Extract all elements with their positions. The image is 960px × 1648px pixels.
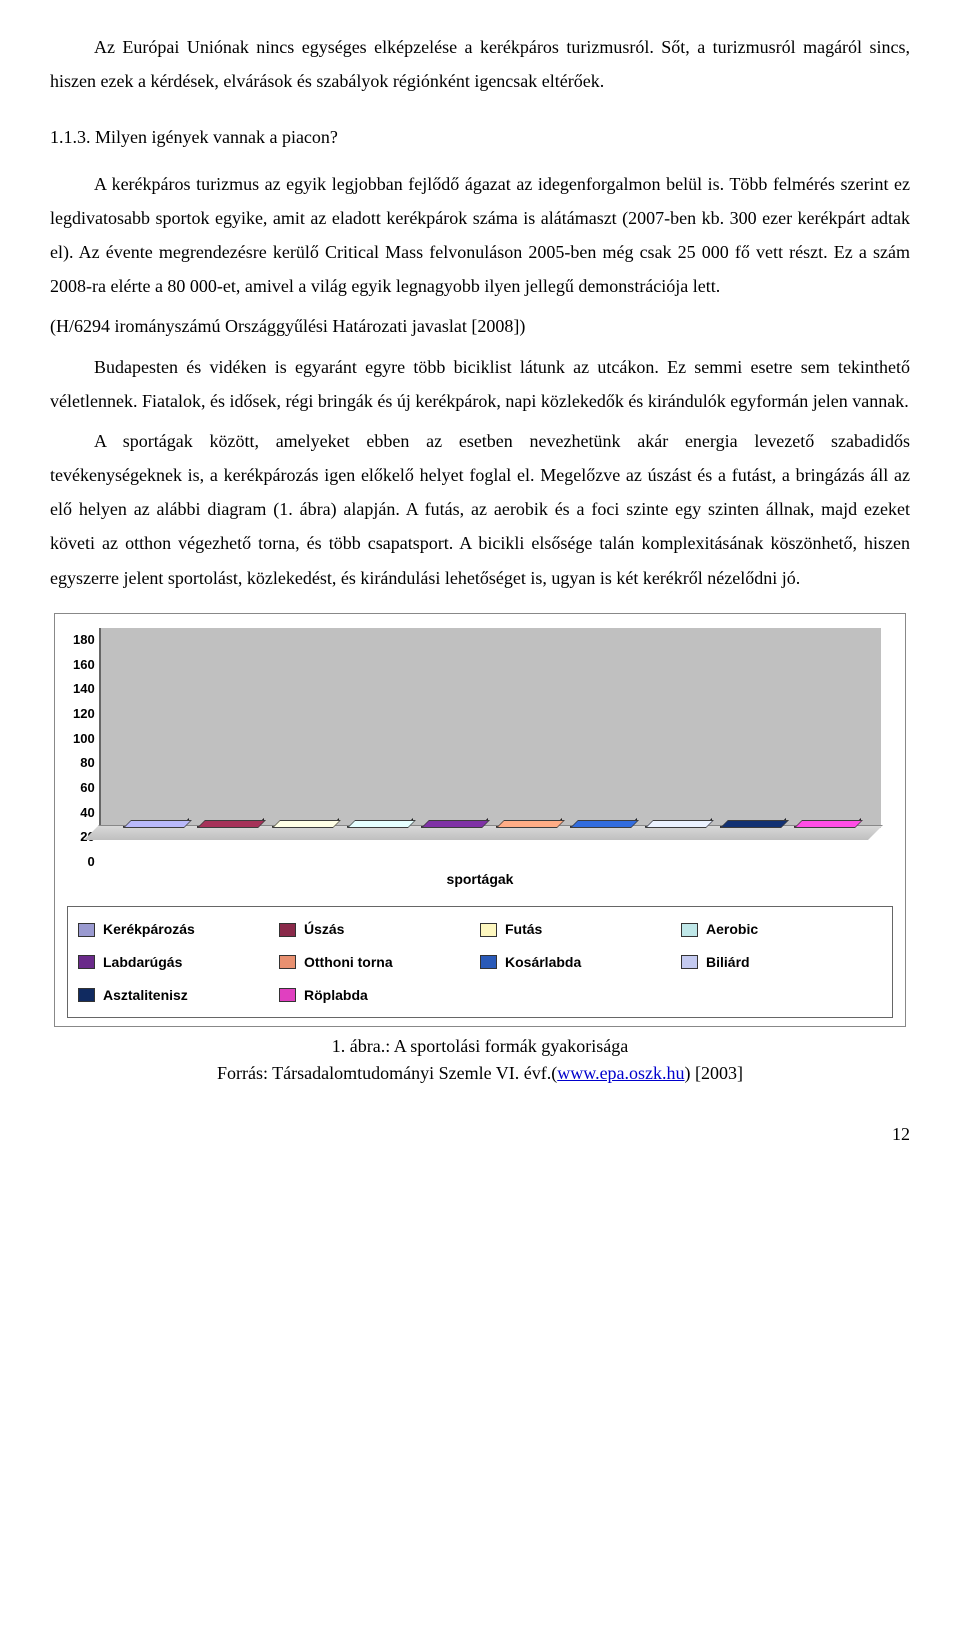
y-tick: 0 [87, 850, 94, 875]
section-heading: 1.1.3. Milyen igények vannak a piacon? [50, 120, 910, 154]
paragraph-5: A sportágak között, amelyeket ebben az e… [50, 424, 910, 595]
legend-label: Röplabda [304, 982, 368, 1009]
legend-swatch [279, 988, 296, 1002]
legend-swatch [480, 955, 497, 969]
legend-label: Úszás [304, 916, 344, 943]
legend-label: Aerobic [706, 916, 758, 943]
caption-line1: 1. ábra.: A sportolási formák gyakoriság… [332, 1036, 628, 1056]
legend-swatch [681, 955, 698, 969]
bars-group [123, 628, 861, 828]
legend-item: Otthoni torna [279, 946, 480, 979]
y-tick: 60 [80, 776, 94, 801]
legend-swatch [681, 923, 698, 937]
legend-swatch [480, 923, 497, 937]
y-tick: 80 [80, 751, 94, 776]
y-tick: 120 [73, 702, 95, 727]
legend-item: Röplabda [279, 979, 480, 1012]
y-tick: 180 [73, 628, 95, 653]
legend-item: Futás [480, 913, 681, 946]
paragraph-1: Az Európai Uniónak nincs egységes elképz… [50, 30, 910, 98]
legend-item: Biliárd [681, 946, 882, 979]
legend-label: Biliárd [706, 949, 750, 976]
legend-swatch [78, 988, 95, 1002]
legend-swatch [279, 923, 296, 937]
y-axis: 180160140120100806040200 [73, 628, 99, 828]
legend-label: Asztalitenisz [103, 982, 188, 1009]
y-tick: 160 [73, 653, 95, 678]
paragraph-4: Budapesten és vidéken is egyaránt egyre … [50, 350, 910, 418]
legend-item: Aerobic [681, 913, 882, 946]
caption-source-post: ) [2003] [685, 1063, 743, 1083]
figure-caption: 1. ábra.: A sportolási formák gyakoriság… [50, 1033, 910, 1087]
chart-background [99, 628, 881, 828]
legend-swatch [78, 955, 95, 969]
legend-item: Kosárlabda [480, 946, 681, 979]
caption-source-pre: Forrás: Társadalomtudományi Szemle VI. é… [217, 1063, 557, 1083]
legend-label: Otthoni torna [304, 949, 393, 976]
legend-item: Asztalitenisz [78, 979, 279, 1012]
y-tick: 140 [73, 677, 95, 702]
legend-label: Kosárlabda [505, 949, 581, 976]
legend-item: Labdarúgás [78, 946, 279, 979]
legend-label: Labdarúgás [103, 949, 182, 976]
legend-label: Futás [505, 916, 542, 943]
y-tick: 40 [80, 801, 94, 826]
legend-item: Úszás [279, 913, 480, 946]
x-axis-label: sportágak [67, 866, 893, 893]
legend: Kerékpározás Úszás Futás Aerobic Labdarúgás O… [67, 906, 893, 1018]
legend-item: Kerékpározás [78, 913, 279, 946]
page-number: 12 [50, 1117, 910, 1151]
chart-container: 180160140120100806040200 sportágak Kerék… [54, 613, 906, 1027]
legend-swatch [279, 955, 296, 969]
caption-link[interactable]: www.epa.oszk.hu [557, 1063, 684, 1083]
y-tick: 100 [73, 727, 95, 752]
legend-swatch [78, 923, 95, 937]
legend-label: Kerékpározás [103, 916, 195, 943]
paragraph-2: A kerékpáros turizmus az egyik legjobban… [50, 167, 910, 304]
plot-area: 180160140120100806040200 [67, 628, 893, 848]
paragraph-3: (H/6294 irományszámú Országgyűlési Határ… [50, 309, 910, 343]
